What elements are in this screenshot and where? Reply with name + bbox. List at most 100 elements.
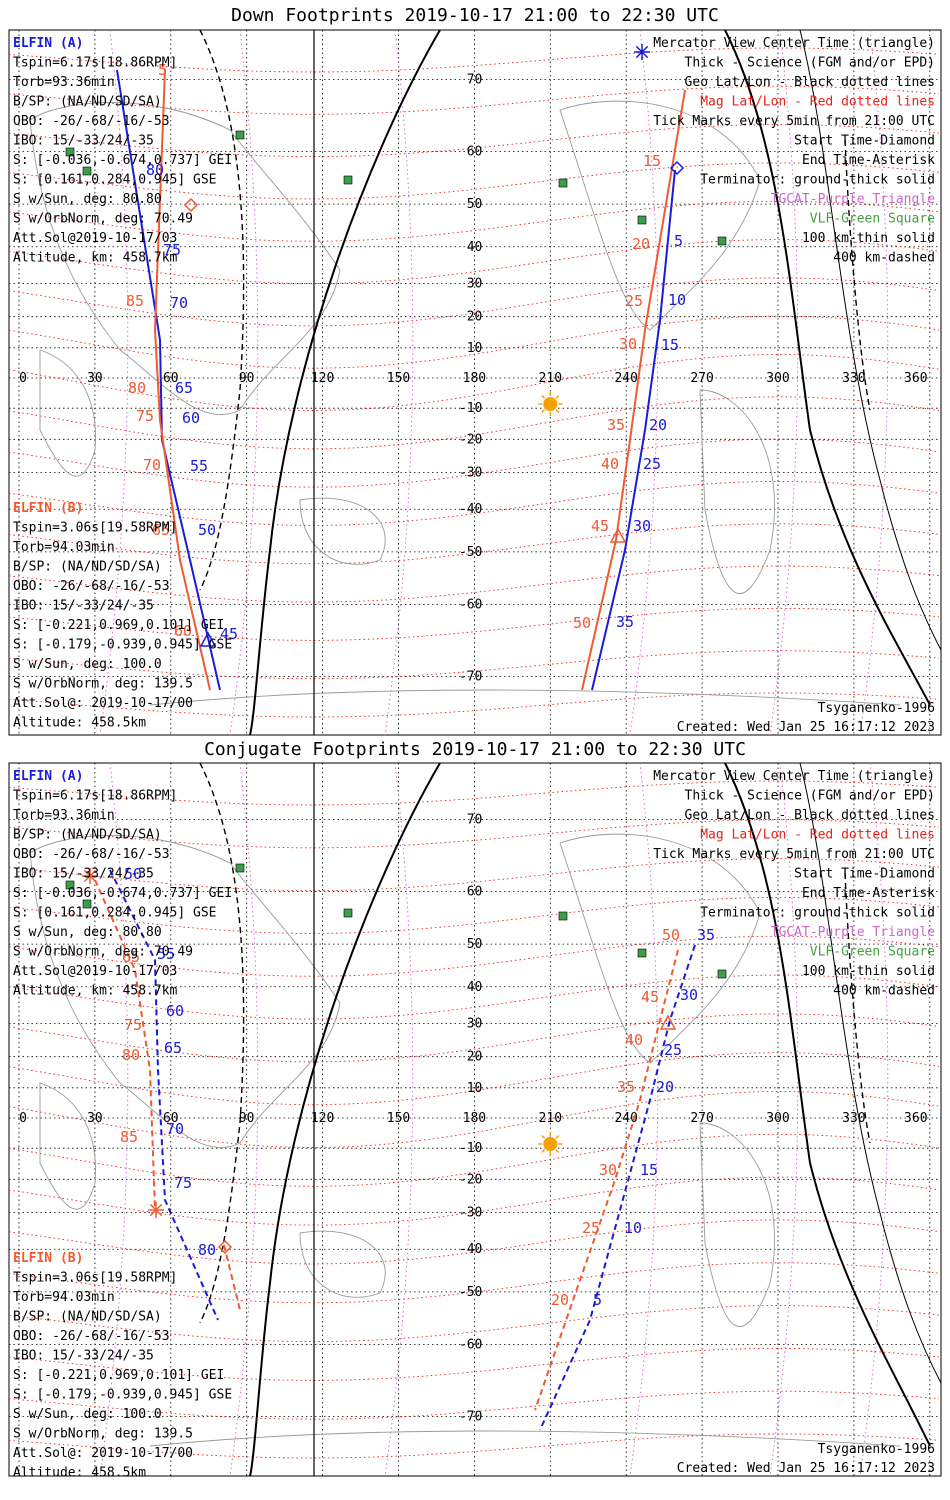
elfin-a-info-line: IBO: 15/-33/24/-35 (13, 867, 154, 882)
elfin-a-tick-label: 65 (175, 379, 193, 397)
lat-tick-label: 60 (467, 144, 483, 159)
lon-tick-label: 150 (387, 371, 410, 386)
elfin-a-conj-track-1 (109, 869, 219, 1321)
center-time-triangle (609, 527, 627, 543)
elfin-a-tick-label: 55 (190, 457, 208, 475)
lat-tick-label: -60 (459, 598, 482, 613)
elfin-b-info-line: S w/OrbNorm, deg: 139.5 (13, 677, 193, 692)
elfin-b-tick-label: 35 (607, 416, 625, 434)
legend-line: Start Time-Diamond (794, 867, 935, 882)
model-label: Tsyganenko-1996 (818, 1442, 935, 1457)
elfin-b-tick-label: 75 (124, 1016, 142, 1034)
elfin-a-tick-label: 10 (668, 291, 686, 309)
sun-ray (555, 394, 560, 399)
terminator-400km-right (844, 872, 871, 1144)
elfin-a-info-line: OBO: -26/-68/-16/-53 (13, 847, 170, 862)
down-footprints-panel: Down Footprints 2019-10-17 21:00 to 22:3… (0, 0, 950, 740)
elfin-a-info-line: S w/Sun, deg: 80.80 (13, 192, 162, 207)
vlf-station-marker (637, 948, 647, 958)
start-diamond-marker (183, 197, 199, 213)
lon-tick-label: 240 (614, 371, 637, 386)
legend-line: Geo Lat/Lon - Black dotted lines (685, 808, 935, 823)
elfin-a-info-line: Altitude, km: 458.7km (13, 251, 178, 266)
mag-lon-gridline (769, 762, 799, 1477)
elfin-a-tick-label: 20 (649, 416, 667, 434)
mag-lat-gridline (8, 1013, 940, 1063)
elfin-a-info-line: Att.Sol@2019-10-17/03 (13, 231, 177, 246)
sun-ray (555, 409, 560, 414)
vlf-station-marker (82, 899, 92, 909)
lon-tick-label: 30 (87, 371, 103, 386)
elfin-a-tick-label: 5 (593, 1291, 602, 1309)
elfin-b-info-line: Torb=94.03min (13, 540, 115, 555)
elfin-b-tick-label: 30 (619, 335, 637, 353)
terminator-100km-right (799, 762, 942, 1384)
elfin-b-info-line: OBO: -26/-68/-16/-53 (13, 579, 170, 594)
lon-tick-label: 60 (163, 371, 179, 386)
elfin-b-info-line: B/SP: (NA/ND/SD/SA) (13, 1310, 162, 1325)
elfin-a-info-line: B/SP: (NA/ND/SD/SA) (13, 828, 162, 843)
terminator-ground-left (249, 29, 441, 736)
elfin-a-info-line: S: [0.161,0.284,0.945] GSE (13, 173, 217, 188)
elfin-a-tick-label: 60 (166, 1002, 184, 1020)
legend-line: Thick - Science (FGM and/or EPD) (685, 56, 935, 71)
elfin-b-tick-label: 45 (591, 517, 609, 535)
panel-title: Down Footprints 2019-10-17 21:00 to 22:3… (231, 5, 719, 26)
mag-lon-gridline (99, 762, 129, 1477)
lon-tick-label: 120 (311, 1111, 334, 1126)
created-timestamp: Created: Wed Jan 25 16:17:12 2023 (677, 1461, 935, 1476)
elfin-b-tick-label: 80 (122, 1046, 140, 1064)
elfin-a-tick-label: 70 (170, 294, 188, 312)
mag-lat-gridline (8, 396, 940, 450)
elfin-b-info-line: OBO: -26/-68/-16/-53 (13, 1329, 170, 1344)
mag-lat-gridline (8, 1133, 940, 1187)
coastline (699, 1122, 775, 1327)
lat-tick-label: -30 (459, 465, 482, 480)
elfin-b-info-line: S: [-0.179,-0.939,0.945] GSE (13, 638, 232, 653)
lat-tick-label: 10 (467, 1081, 483, 1096)
elfin-b-info-line: IBO: 15/-33/24/-35 (13, 1349, 154, 1364)
elfin-b-tick-label: 25 (625, 292, 643, 310)
coastline (559, 100, 761, 331)
lat-tick-label: 20 (467, 1050, 483, 1065)
sun-ray (541, 394, 546, 399)
mag-lon-gridline (859, 762, 889, 1477)
elfin-a-tick-label: 75 (174, 1174, 192, 1192)
elfin-a-heading: ELFIN (A) (13, 36, 83, 51)
mag-lat-gridline (8, 1052, 940, 1106)
elfin-a-tick-label: 5 (674, 232, 683, 250)
coastline (299, 1230, 386, 1298)
elfin-b-tick-label: 80 (128, 379, 146, 397)
lat-tick-label: 70 (467, 813, 483, 828)
mag-lat-gridline (8, 480, 940, 526)
legend-line: 100 km-thin solid (802, 231, 935, 246)
lat-tick-label: 20 (467, 310, 483, 325)
lon-tick-label: 360 (904, 371, 927, 386)
elfin-a-tick-label: 50 (124, 865, 142, 883)
elfin-b-info-line: S: [-0.179,-0.939,0.945] GSE (13, 1388, 232, 1403)
coastline (39, 349, 96, 477)
elfin-b-tick-label: 20 (632, 235, 650, 253)
sun-ray (555, 1134, 560, 1139)
elfin-b-down-track-2 (581, 89, 686, 691)
vlf-station-marker (717, 236, 727, 246)
end-asterisk-marker (635, 45, 649, 59)
elfin-a-heading: ELFIN (A) (13, 769, 83, 784)
elfin-b-info-line: IBO: 15/-33/24/-35 (13, 599, 154, 614)
lon-tick-label: 180 (463, 371, 486, 386)
lon-tick-label: 330 (842, 371, 865, 386)
lat-tick-label: 50 (467, 937, 483, 952)
elfin-a-info-line: S: [-0.036,-0.674,0.737] GEI (13, 153, 232, 168)
elfin-a-info-line: B/SP: (NA/ND/SD/SA) (13, 95, 162, 110)
model-label: Tsyganenko-1996 (818, 701, 935, 716)
vlf-station-marker (637, 215, 647, 225)
mag-lat-gridline (8, 935, 940, 977)
elfin-a-info-line: Tspin=6.17s[18.86RPM] (13, 789, 177, 804)
legend-line: Tick Marks every 5min from 21:00 UTC (653, 847, 935, 862)
coastline (149, 689, 901, 706)
start-diamond-marker (669, 160, 685, 176)
mag-lat-gridline (8, 1176, 940, 1226)
sun-ray (555, 1149, 560, 1154)
elfin-b-info-line: B/SP: (NA/ND/SD/SA) (13, 560, 162, 575)
elfin-b-tick-label: 75 (136, 407, 154, 425)
